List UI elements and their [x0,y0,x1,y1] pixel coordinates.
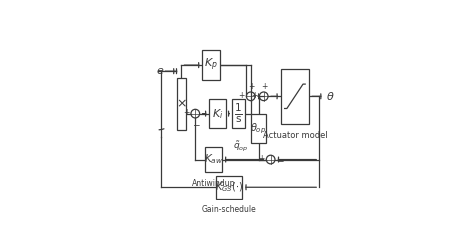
Bar [202,50,219,80]
Text: $K_{GS}(\cdot)$: $K_{GS}(\cdot)$ [215,180,243,194]
Text: −: − [192,120,200,129]
Text: +: + [183,108,190,117]
Text: +: + [238,91,245,100]
Bar [177,78,186,130]
Text: ×: × [176,98,187,111]
Text: $K_{aw}$: $K_{aw}$ [204,153,223,166]
Text: $\tilde{q}_{op}$: $\tilde{q}_{op}$ [233,139,248,153]
Text: $K_i$: $K_i$ [212,107,224,121]
Bar [209,99,227,128]
Bar [216,176,243,198]
Text: Actuator model: Actuator model [263,131,327,140]
Text: s: s [236,114,241,124]
Text: +: + [248,82,255,91]
Text: Antiwindup: Antiwindup [191,179,235,188]
Bar [232,99,245,128]
Text: +: + [258,154,265,163]
Text: e: e [157,66,164,76]
Bar [251,114,266,143]
Text: $\theta_{op}$: $\theta_{op}$ [250,121,266,135]
Text: $\theta$: $\theta$ [326,90,335,102]
Text: Gain-schedule: Gain-schedule [202,205,256,214]
Bar [205,147,222,172]
Bar [281,69,309,124]
Text: 1: 1 [235,104,242,113]
Text: −: − [276,156,284,165]
Text: $K_p$: $K_p$ [204,57,218,73]
Text: +: + [261,82,268,91]
Text: +: + [252,91,258,100]
